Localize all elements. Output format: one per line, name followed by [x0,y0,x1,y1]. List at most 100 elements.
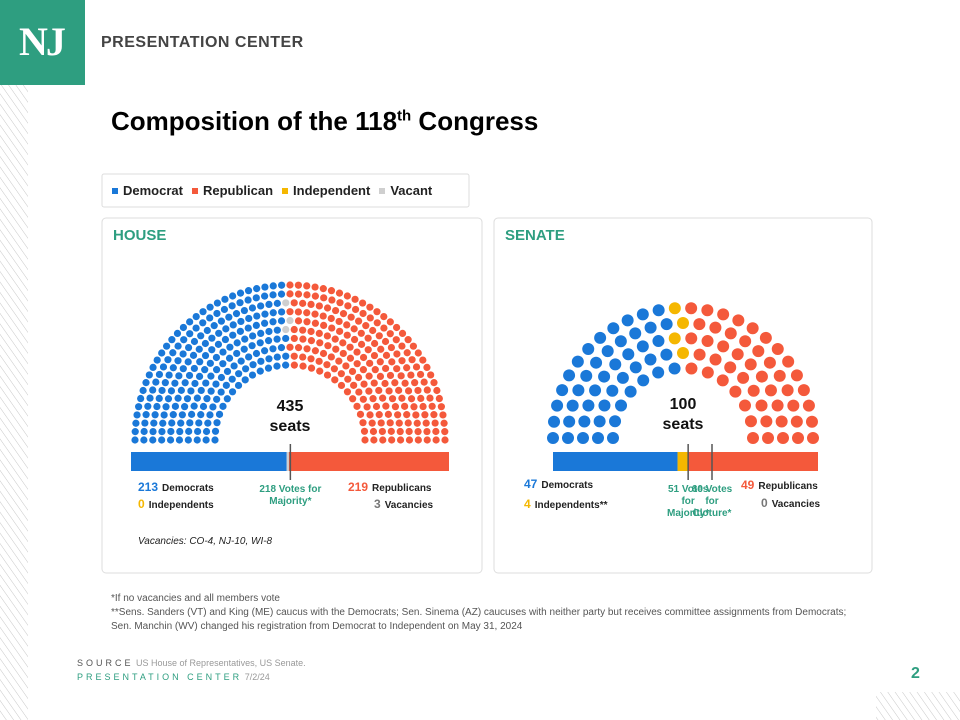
count-name: Democrats [541,480,594,491]
seat [233,349,241,358]
logo-box [0,0,85,85]
seat [353,402,361,410]
seat [151,411,159,419]
seat [393,350,401,358]
seat [248,342,256,350]
seat [369,395,377,403]
seat [273,353,281,361]
seat [257,357,265,365]
legend-label: Vacant [390,183,433,198]
seat [328,296,336,304]
legend-item: Republican [191,183,274,198]
legend-label: Republican [202,183,274,198]
seat [177,386,185,394]
seat [221,295,229,303]
seat [171,402,179,410]
seat [169,349,177,357]
seat [294,308,302,316]
seat [724,361,737,374]
seat [248,371,257,379]
seat [229,321,237,329]
hatch-decoration [0,85,28,720]
seat [375,332,383,340]
seat [344,302,352,310]
seat [404,387,413,395]
seat [731,348,744,361]
seat [419,356,427,364]
seat [717,308,730,321]
seat [343,331,351,339]
seat [644,353,657,366]
seat [371,366,379,374]
seat [168,336,176,344]
seat [369,326,377,335]
seat [439,411,447,419]
count-value: 49 [741,478,755,492]
seat [412,363,421,371]
seat [217,317,225,325]
legend-item: Democrat [112,183,183,198]
seat [331,376,339,384]
seat [677,317,689,329]
seat [598,370,611,383]
seat [351,305,360,314]
count-value: 0 [761,496,768,510]
seat [732,314,745,327]
seat [414,386,422,395]
seat [186,318,194,326]
seat [189,351,198,359]
seat [592,432,604,444]
seat [179,323,188,332]
seat [141,419,149,427]
seat [331,335,339,343]
seat [431,419,439,427]
seat [353,360,361,368]
seat [249,361,257,369]
seat [421,411,429,419]
seat [375,411,383,419]
panel [493,217,873,574]
seat [760,415,773,428]
seat [219,402,227,410]
seat [328,324,336,332]
seat [222,381,230,389]
seat [229,292,237,300]
seat [396,427,404,436]
seat [185,427,193,435]
seat [192,324,200,332]
seat [226,343,234,351]
seat [324,342,332,350]
seat [249,332,257,340]
seat [323,371,332,379]
legend-swatch [191,188,198,194]
seat [290,352,298,360]
seat [362,322,370,330]
seat [432,436,440,444]
seat [197,411,205,419]
seat [359,366,367,374]
seat [392,336,400,344]
seat [790,415,803,428]
seat [195,345,203,353]
seat [373,319,381,327]
seat [598,399,611,412]
seat [194,427,202,436]
seat [747,432,759,444]
seat [192,313,200,321]
seat [547,432,559,444]
seat [423,427,431,436]
seat [388,395,397,403]
credit-label: PRESENTATION CENTER [77,672,243,682]
seat [395,419,403,427]
count-label: 0 Independents [138,497,214,511]
seat [379,436,387,444]
seat [168,419,176,427]
seat [286,316,294,325]
seat [152,378,160,386]
seat [169,364,177,372]
seat [244,324,252,332]
count-label: 0 Vacancies [761,496,820,510]
seat [303,291,311,299]
